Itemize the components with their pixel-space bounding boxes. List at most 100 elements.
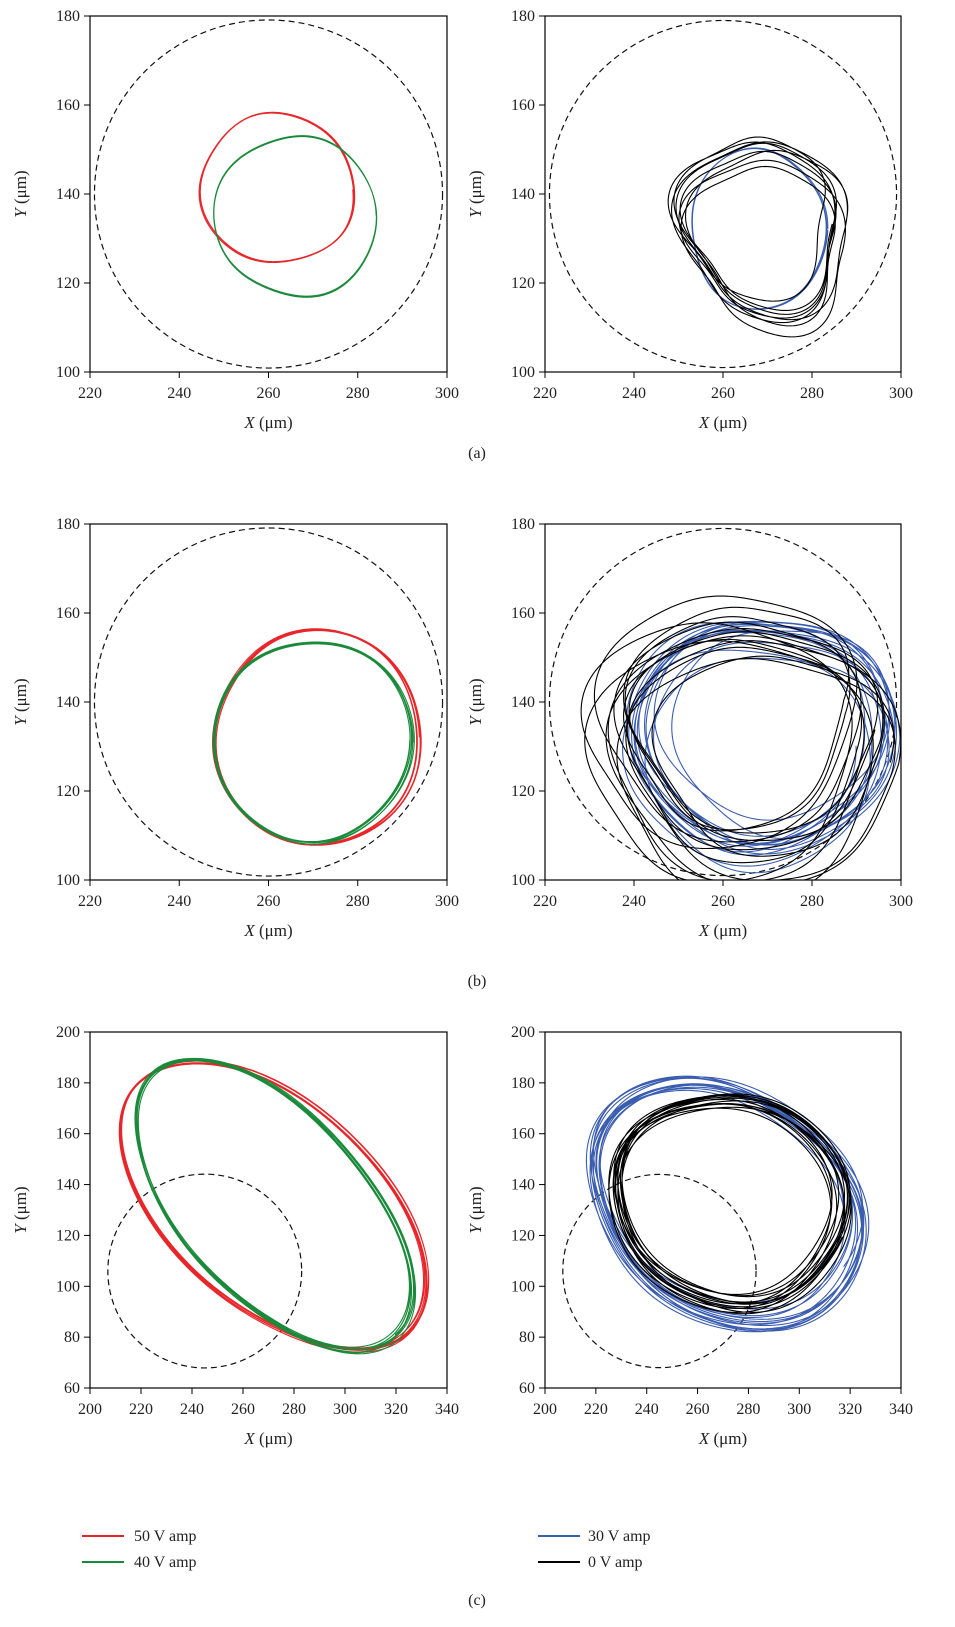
boundary-circle [93, 19, 444, 369]
y-tick-label: 100 [56, 872, 80, 889]
x-tick-label: 280 [346, 385, 370, 402]
x-axis-label: X (μm) [243, 413, 292, 432]
y-axis-label: Y (μm) [466, 170, 485, 217]
y-axis-label: Y (μm) [466, 1186, 485, 1233]
y-tick-label: 120 [56, 783, 80, 800]
x-tick-label: 280 [346, 893, 370, 910]
plot-area [548, 527, 901, 880]
plot-frame [89, 1031, 448, 1389]
y-tick-label: 140 [56, 694, 80, 711]
y-tick-label: 100 [56, 364, 80, 381]
y-tick-label: 160 [56, 605, 80, 622]
x-tick-label: 300 [435, 893, 459, 910]
y-tick-label: 160 [511, 1126, 535, 1143]
y-tick-label: 180 [56, 516, 80, 533]
x-tick-label: 300 [333, 1401, 357, 1418]
legend-label-30v: 30 V amp [588, 1528, 651, 1545]
y-tick-label: 160 [511, 605, 535, 622]
series-40-v-amp [213, 135, 378, 298]
x-tick-label: 300 [787, 1401, 811, 1418]
y-tick-label: 140 [511, 694, 535, 711]
y-tick-label: 160 [56, 1126, 80, 1143]
y-axis-label: Y (μm) [466, 678, 485, 725]
y-tick-label: 200 [511, 1024, 535, 1041]
x-tick-label: 340 [889, 1401, 913, 1418]
plot-5: 200 220 240 260 280 300 320 340 60 80 100 120 140 160… [11, 1024, 459, 1448]
plot-area [548, 19, 898, 369]
x-tick-label: 220 [584, 1401, 608, 1418]
x-tick-label: 320 [838, 1401, 862, 1418]
boundary-circle [548, 19, 898, 369]
plot-6: 200 220 240 260 280 300 320 340 60 80 100 120 140 160… [466, 1024, 913, 1448]
y-tick-label: 100 [511, 364, 535, 381]
x-tick-label: 240 [167, 385, 191, 402]
plot-1: 220 240 260 280 300 100 120 140 160 180 X (μm) Y (μ… [11, 8, 459, 432]
y-tick-label: 100 [511, 872, 535, 889]
x-tick-label: 240 [167, 893, 191, 910]
x-tick-label: 280 [800, 893, 824, 910]
y-tick-label: 120 [56, 275, 80, 292]
legend: 50 V amp 40 V amp 30 V amp 0 V amp [82, 1528, 651, 1571]
x-tick-label: 260 [711, 893, 735, 910]
x-tick-label: 220 [129, 1401, 153, 1418]
series-40-v-amp [212, 641, 415, 845]
y-tick-label: 200 [56, 1024, 80, 1041]
y-tick-label: 140 [511, 186, 535, 203]
x-tick-label: 240 [635, 1401, 659, 1418]
plot-area [562, 1075, 870, 1369]
y-tick-label: 60 [64, 1380, 80, 1397]
series-50-v-amp [198, 111, 356, 264]
legend-label-0v: 0 V amp [588, 1554, 643, 1571]
series-0-v-amp [580, 595, 901, 880]
panel-label-a: (a) [468, 445, 486, 462]
x-axis-label: X (μm) [698, 413, 747, 432]
y-tick-label: 120 [56, 1227, 80, 1244]
x-tick-label: 280 [736, 1401, 760, 1418]
y-axis-label: Y (μm) [11, 170, 30, 217]
plot-2: 220 240 260 280 300 100 120 140 160 180 X (μm) Y (μ… [466, 8, 913, 432]
x-axis-label: X (μm) [243, 921, 292, 940]
panel-label-c: (c) [468, 1592, 486, 1609]
boundary-circle [93, 527, 444, 877]
plot-area [93, 19, 444, 369]
x-tick-label: 300 [889, 893, 913, 910]
y-tick-label: 120 [511, 275, 535, 292]
y-tick-label: 120 [511, 783, 535, 800]
x-tick-label: 300 [435, 385, 459, 402]
x-tick-label: 260 [711, 385, 735, 402]
y-tick-label: 60 [519, 1380, 535, 1397]
y-tick-label: 140 [56, 186, 80, 203]
plot-frame [544, 1031, 902, 1389]
y-axis-label: Y (μm) [11, 1186, 30, 1233]
boundary-circle [548, 527, 898, 877]
y-tick-label: 180 [511, 8, 535, 25]
panel-label-b: (b) [468, 973, 487, 990]
x-tick-label: 280 [282, 1401, 306, 1418]
x-tick-label: 220 [78, 893, 102, 910]
x-tick-label: 260 [257, 893, 281, 910]
y-tick-label: 120 [511, 1227, 535, 1244]
series-0-v-amp [667, 136, 849, 338]
x-tick-label: 200 [78, 1401, 102, 1418]
series-30-v-amp [691, 147, 829, 310]
x-tick-label: 220 [533, 385, 557, 402]
y-tick-label: 180 [56, 1075, 80, 1092]
x-tick-label: 300 [889, 385, 913, 402]
y-tick-label: 80 [64, 1329, 80, 1346]
x-tick-label: 220 [78, 385, 102, 402]
y-tick-label: 80 [519, 1329, 535, 1346]
y-tick-label: 180 [511, 1075, 535, 1092]
x-tick-label: 280 [800, 385, 824, 402]
plot-3: 220 240 260 280 300 100 120 140 160 180 X (μm) Y (μ… [11, 516, 459, 940]
y-axis-label: Y (μm) [11, 678, 30, 725]
series-50-v-amp [118, 1060, 430, 1353]
series-40-v-amp [134, 1057, 417, 1355]
x-tick-label: 240 [180, 1401, 204, 1418]
plot-frame [544, 15, 902, 373]
x-axis-label: X (μm) [698, 1429, 747, 1448]
x-tick-label: 240 [622, 893, 646, 910]
y-tick-label: 140 [511, 1177, 535, 1194]
y-tick-label: 160 [56, 97, 80, 114]
y-tick-label: 100 [511, 1278, 535, 1295]
